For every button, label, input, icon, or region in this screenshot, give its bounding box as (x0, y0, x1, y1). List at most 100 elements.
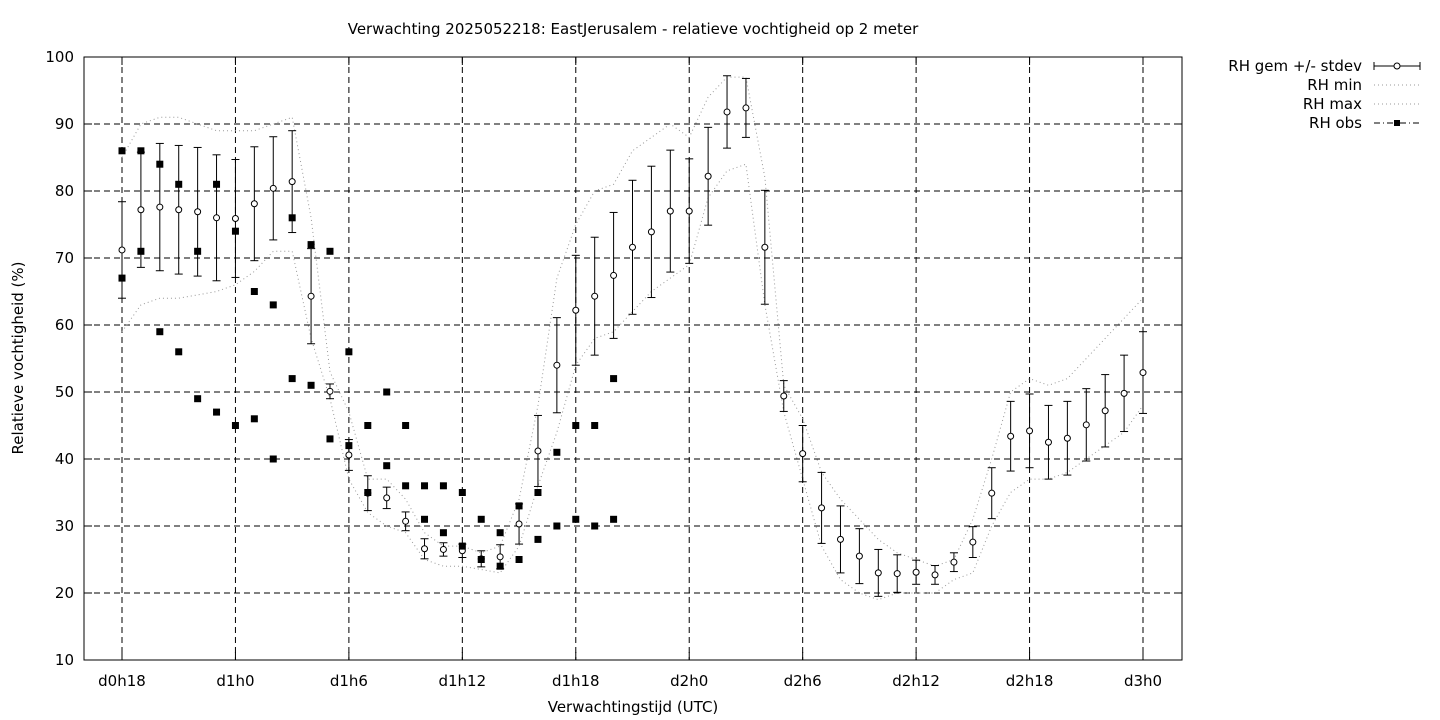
mean-point (629, 243, 636, 251)
obs-point (345, 348, 353, 356)
mean-point (723, 108, 731, 116)
obs-point (439, 482, 447, 490)
obs-point (194, 395, 202, 403)
mean-point (1120, 389, 1128, 397)
obs-point (421, 482, 429, 490)
obs-point (307, 241, 315, 249)
obs-point (307, 381, 315, 389)
mean-point (761, 243, 769, 251)
mean-point (685, 207, 693, 215)
mean-point (874, 569, 882, 577)
mean-point (818, 504, 826, 512)
y-tick-label: 70 (55, 249, 74, 267)
mean-point (231, 214, 239, 222)
mean-point (269, 184, 277, 192)
plot-frame (83, 56, 1183, 661)
obs-point (439, 529, 447, 537)
obs-point (288, 375, 296, 383)
mean-point (704, 172, 712, 180)
min-max-lines (121, 76, 1144, 601)
obs-point (383, 388, 391, 396)
mean-point (855, 552, 863, 560)
mean-point (742, 104, 750, 112)
obs-point (591, 522, 599, 530)
error-bars (118, 75, 1147, 597)
mean-point (931, 571, 939, 579)
mean-point (439, 545, 447, 553)
obs-point (477, 515, 485, 523)
legend-label-mean: RH gem +/- stdev (1228, 57, 1362, 75)
obs-point (231, 422, 239, 429)
legend-swatch-obs (1374, 120, 1420, 126)
y-axis-label: Relatieve vochtigheid (%) (9, 261, 27, 454)
mean-point (194, 208, 202, 216)
legend-label-obs: RH obs (1309, 114, 1362, 132)
obs-point (458, 542, 466, 550)
legend-label-max: RH max (1303, 95, 1362, 113)
obs-point (269, 455, 277, 463)
x-tick-label: d2h18 (1006, 672, 1054, 690)
obs-point (137, 147, 145, 155)
obs-point (515, 556, 523, 563)
obs-point (402, 482, 410, 490)
obs-point (496, 562, 504, 570)
x-tick-label: d1h6 (330, 672, 368, 690)
obs-point (250, 415, 258, 423)
mean-point (1139, 369, 1147, 377)
mean-point (1063, 434, 1071, 442)
mean-point (175, 206, 183, 214)
y-tick-label: 30 (55, 517, 74, 535)
observation-points (118, 147, 618, 570)
x-tick-label: d1h12 (438, 672, 486, 690)
obs-point (477, 556, 485, 563)
y-tick-label: 100 (45, 48, 74, 66)
obs-point (383, 462, 391, 470)
mean-point (969, 538, 977, 546)
chart-title: Verwachting 2025052218: EastJerusalem - … (348, 20, 919, 38)
mean-point (572, 306, 580, 314)
obs-point (421, 515, 429, 523)
x-tick-label: d1h18 (552, 672, 600, 690)
mean-point (1007, 432, 1015, 440)
obs-point (156, 160, 164, 168)
mean-point (666, 207, 674, 215)
grid-lines (84, 57, 1182, 660)
obs-point (591, 422, 599, 429)
obs-point (269, 301, 277, 309)
y-tick-label: 50 (55, 383, 74, 401)
obs-point (137, 247, 145, 255)
obs-point (610, 515, 618, 523)
obs-point (288, 214, 296, 222)
y-axis-ticks: 10 20 30 40 50 60 70 80 90 100 (45, 48, 1182, 669)
obs-point (231, 227, 239, 235)
mean-point (950, 558, 958, 566)
mean-point (288, 178, 296, 186)
x-tick-label: d3h0 (1124, 672, 1162, 690)
obs-point (534, 535, 542, 543)
y-tick-label: 40 (55, 450, 74, 468)
mean-point (345, 451, 353, 459)
x-axis-label: Verwachtingstijd (UTC) (548, 698, 719, 716)
obs-point (345, 442, 353, 450)
obs-point (572, 422, 580, 429)
obs-point (458, 489, 466, 496)
mean-point (515, 520, 523, 528)
obs-point (364, 422, 372, 429)
x-tick-label: d0h18 (98, 672, 146, 690)
y-tick-label: 10 (55, 651, 74, 669)
obs-point (553, 448, 561, 456)
obs-point (118, 147, 126, 155)
obs-point (610, 375, 618, 383)
mean-point (893, 570, 901, 578)
y-tick-label: 80 (55, 182, 74, 200)
obs-point (402, 422, 410, 429)
mean-point (647, 228, 655, 236)
obs-point (175, 180, 183, 188)
obs-point (175, 348, 183, 356)
mean-point (326, 387, 334, 395)
mean-point (250, 200, 258, 208)
mean-point (780, 392, 788, 400)
mean-point (836, 535, 844, 543)
mean-point (496, 553, 504, 561)
